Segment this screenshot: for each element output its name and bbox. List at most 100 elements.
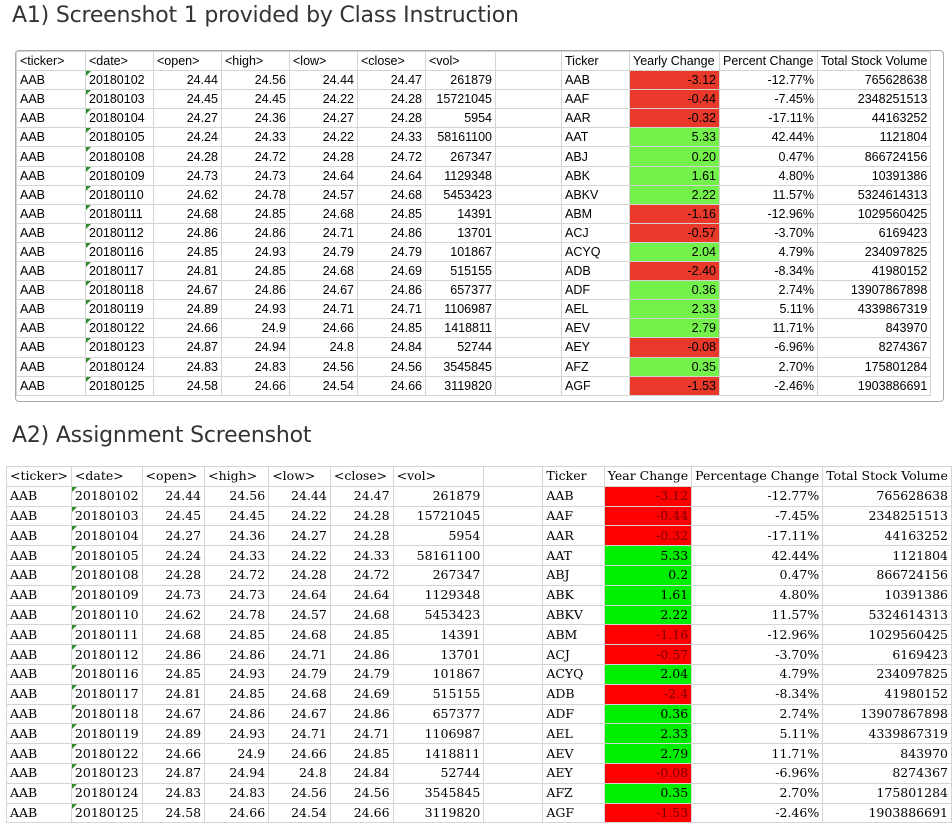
total-volume-cell: 8274367 [822, 762, 952, 784]
ticker-cell: AAB [16, 356, 86, 377]
date-cell: 20180125 [70, 802, 143, 824]
close-cell: 24.85 [329, 624, 394, 646]
low-cell: 24.66 [268, 743, 331, 764]
open-cell: 24.24 [141, 545, 206, 566]
spacer-cell [495, 356, 562, 377]
percent-change-cell: -12.96% [719, 203, 818, 224]
vol-cell: 101867 [425, 241, 496, 263]
ticker-cell: AAB [6, 743, 72, 764]
open-cell: 24.83 [153, 356, 222, 377]
spacer-cell [495, 203, 562, 224]
vol-cell: 52744 [392, 762, 485, 784]
ticker-cell: AAB [16, 337, 86, 358]
high-cell: 24.9 [204, 743, 270, 764]
spacer-cell [495, 70, 562, 91]
total-volume-cell: 175801284 [822, 782, 952, 804]
table-row: AAB 20180109 24.73 24.73 24.64 24.64 1129348 AB… [6, 584, 952, 606]
column-header-open: <open> [153, 51, 222, 72]
open-cell: 24.67 [153, 280, 222, 301]
yearly-change-cell: 0.36 [629, 280, 720, 301]
spacer-cell [483, 723, 544, 745]
low-cell: 24.28 [268, 564, 331, 586]
open-cell: 24.85 [153, 241, 222, 263]
table-row: AAB 20180118 24.67 24.86 24.67 24.86 657377 ADF… [16, 280, 932, 301]
table-row: AAB 20180112 24.86 24.86 24.71 24.86 13701 ACJ -… [6, 644, 952, 665]
high-cell: 24.45 [204, 505, 270, 527]
summary-ticker-cell: AGF [542, 802, 605, 824]
date-cell: 20180124 [85, 356, 154, 377]
percent-change-cell: 5.11% [691, 723, 824, 745]
table-row: AAB 20180104 24.27 24.36 24.27 24.28 5954 AAR -0… [16, 108, 932, 129]
ticker-cell: AAB [6, 782, 72, 804]
open-cell: 24.66 [141, 743, 206, 764]
spacer-cell [483, 564, 544, 586]
spacer-cell [495, 375, 562, 396]
date-cell: 20180112 [85, 222, 154, 243]
table-row: AAB 20180117 24.81 24.85 24.68 24.69 515155 ADB… [6, 683, 952, 705]
low-cell: 24.8 [289, 337, 358, 358]
table-row: AAB 20180123 24.87 24.94 24.8 24.84 52744 AEY -0… [16, 337, 932, 358]
yearly-change-cell: 0.2 [603, 564, 693, 586]
close-cell: 24.33 [357, 127, 426, 148]
close-cell: 24.71 [357, 299, 426, 320]
table-row: AAB 20180111 24.68 24.85 24.68 24.85 14391 ABM -… [16, 203, 932, 224]
yearly-change-cell: 2.33 [629, 299, 720, 320]
ticker-cell: AAB [6, 644, 72, 665]
summary-header-ticker: Ticker [561, 51, 630, 72]
low-cell: 24.71 [289, 299, 358, 320]
spacer-cell [483, 802, 544, 824]
vol-cell: 267347 [425, 146, 496, 167]
percent-change-cell: 5.11% [719, 299, 818, 320]
percent-change-cell: 11.71% [719, 318, 818, 339]
date-cell: 20180111 [70, 624, 143, 646]
close-cell: 24.28 [329, 505, 394, 527]
total-volume-cell: 4339867319 [822, 723, 952, 745]
ticker-cell: AAB [16, 261, 86, 282]
date-cell: 20180117 [70, 683, 143, 705]
open-cell: 24.67 [141, 703, 206, 725]
vol-cell: 1129348 [425, 165, 496, 186]
vol-cell: 3119820 [425, 375, 496, 396]
summary-ticker-cell: ADF [561, 280, 630, 301]
table-row: AAB 20180109 24.73 24.73 24.64 24.64 1129348 AB… [16, 165, 932, 186]
summary-ticker-cell: ACYQ [561, 241, 630, 263]
ticker-cell: AAB [6, 525, 72, 547]
summary-ticker-cell: ABK [561, 165, 630, 186]
column-header-high: <high> [221, 51, 290, 72]
spacer-cell [495, 184, 562, 205]
high-cell: 24.85 [221, 261, 290, 282]
yearly-change-cell: -0.44 [603, 505, 693, 527]
ticker-cell: AAB [16, 299, 86, 320]
total-volume-cell: 10391386 [816, 165, 932, 186]
ticker-cell: AAB [16, 222, 86, 243]
ticker-cell: AAB [6, 762, 72, 784]
vol-cell: 52744 [425, 337, 496, 358]
low-cell: 24.27 [268, 525, 331, 547]
summary-ticker-cell: ABM [561, 203, 630, 224]
table-row: AAB 20180105 24.24 24.33 24.22 24.33 58161100 A… [6, 545, 952, 566]
header-row: <ticker> <date> <open> <high> <low> <close> <v… [16, 51, 932, 72]
table-row: AAB 20180104 24.27 24.36 24.27 24.28 5954 AAR -0… [6, 525, 952, 547]
percent-change-cell: 0.47% [691, 564, 824, 586]
high-cell: 24.93 [204, 663, 270, 685]
date-cell: 20180122 [70, 743, 143, 764]
low-cell: 24.64 [289, 165, 358, 186]
close-cell: 24.28 [357, 108, 426, 129]
table-row: AAB 20180102 24.44 24.56 24.44 24.47 261879 AAB… [6, 485, 952, 507]
total-volume-cell: 765628638 [822, 485, 952, 507]
open-cell: 24.83 [141, 782, 206, 804]
close-cell: 24.85 [357, 318, 426, 339]
high-cell: 24.85 [204, 683, 270, 705]
low-cell: 24.56 [289, 356, 358, 377]
yearly-change-cell: 2.79 [603, 743, 693, 764]
table-row: AAB 20180122 24.66 24.9 24.66 24.85 1418811 AEV… [16, 318, 932, 339]
yearly-change-cell: 2.79 [629, 318, 720, 339]
vol-cell: 58161100 [392, 545, 485, 566]
spacer-cell [495, 146, 562, 167]
column-header-low: <low> [289, 51, 358, 72]
yearly-change-cell: 1.61 [603, 584, 693, 606]
high-cell: 24.45 [221, 89, 290, 110]
ticker-cell: AAB [6, 505, 72, 527]
close-cell: 24.33 [329, 545, 394, 566]
total-volume-cell: 843970 [822, 743, 952, 764]
